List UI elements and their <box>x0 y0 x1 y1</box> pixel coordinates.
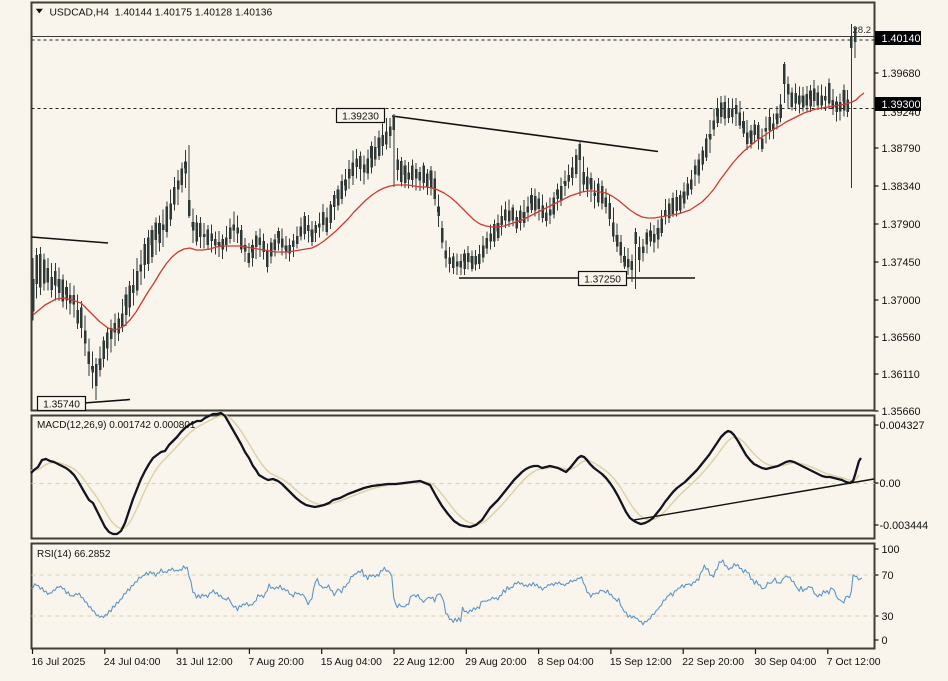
svg-text:70: 70 <box>882 570 894 582</box>
svg-text:30: 30 <box>882 611 894 623</box>
svg-text:MACD(12,26,9) 0.001742 0.00080: MACD(12,26,9) 0.001742 0.000801 <box>37 420 196 431</box>
svg-text:15 Sep 12:00: 15 Sep 12:00 <box>610 657 672 668</box>
svg-text:1.36560: 1.36560 <box>882 332 921 344</box>
svg-text:1.37450: 1.37450 <box>882 257 921 269</box>
svg-text:8 Sep 04:00: 8 Sep 04:00 <box>538 657 594 668</box>
svg-text:28.2: 28.2 <box>853 25 872 36</box>
svg-text:31 Jul 12:00: 31 Jul 12:00 <box>176 657 233 668</box>
svg-text:22 Sep 20:00: 22 Sep 20:00 <box>682 657 744 668</box>
svg-text:7 Oct 12:00: 7 Oct 12:00 <box>827 657 881 668</box>
svg-text:USDCAD,H4 1.40144 1.40175 1.4: USDCAD,H4 1.40144 1.40175 1.40128 1.4013… <box>50 7 273 18</box>
svg-text:24 Jul 04:00: 24 Jul 04:00 <box>104 657 161 668</box>
svg-text:0: 0 <box>882 635 888 647</box>
svg-text:29 Aug 20:00: 29 Aug 20:00 <box>465 657 526 668</box>
svg-text:22 Aug 12:00: 22 Aug 12:00 <box>393 657 454 668</box>
svg-text:1.35660: 1.35660 <box>882 406 921 418</box>
svg-text:15 Aug 04:00: 15 Aug 04:00 <box>321 657 382 668</box>
svg-text:100: 100 <box>882 544 900 556</box>
svg-text:RSI(14) 66.2852: RSI(14) 66.2852 <box>37 549 111 560</box>
svg-text:0.00: 0.00 <box>880 478 901 490</box>
svg-text:1.38340: 1.38340 <box>882 181 921 193</box>
svg-text:1.39680: 1.39680 <box>882 68 921 80</box>
svg-text:1.36110: 1.36110 <box>882 369 920 381</box>
svg-text:7 Aug 20:00: 7 Aug 20:00 <box>248 657 304 668</box>
svg-text:1.37900: 1.37900 <box>882 219 921 231</box>
svg-text:1.38790: 1.38790 <box>882 143 921 155</box>
svg-text:1.39230: 1.39230 <box>342 112 379 123</box>
svg-text:-0.003444: -0.003444 <box>880 520 929 532</box>
svg-text:0.004327: 0.004327 <box>880 420 925 432</box>
svg-text:1.40140: 1.40140 <box>882 33 921 45</box>
svg-text:16 Jul 2025: 16 Jul 2025 <box>32 657 86 668</box>
svg-text:1.35740: 1.35740 <box>43 400 80 411</box>
svg-text:1.39300: 1.39300 <box>882 99 921 111</box>
svg-text:1.37000: 1.37000 <box>882 295 921 307</box>
svg-text:1.37250: 1.37250 <box>584 275 621 286</box>
svg-text:30 Sep 04:00: 30 Sep 04:00 <box>755 657 817 668</box>
